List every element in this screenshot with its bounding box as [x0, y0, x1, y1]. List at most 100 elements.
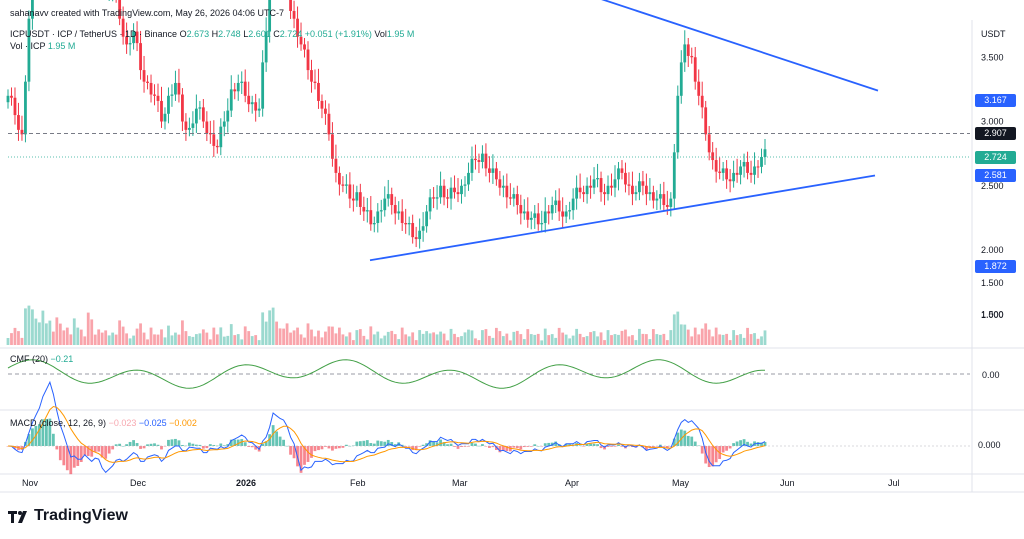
- macd-histogram-bar: [107, 446, 111, 454]
- macd-histogram-bar: [243, 442, 247, 446]
- macd-histogram-bar: [456, 446, 460, 449]
- symbol-title: ICPUSDT · ICP / TetherUS · 1D · Binance: [10, 29, 178, 39]
- macd-histogram-bar: [644, 446, 648, 450]
- macd-histogram-bar: [760, 442, 763, 446]
- volume-bar: [111, 332, 115, 345]
- macd-histogram-bar: [390, 442, 394, 446]
- candle-body: [313, 81, 317, 83]
- macd-histogram-bar: [278, 436, 282, 446]
- volume-bar: [226, 335, 230, 345]
- macd-histogram-bar: [153, 443, 156, 446]
- macd-histogram-bar: [515, 446, 519, 449]
- volume-bar: [10, 333, 13, 345]
- symbol-legend: ICPUSDT · ICP / TetherUS · 1D · Binance …: [10, 29, 414, 39]
- macd-histogram-bar: [48, 418, 52, 446]
- volume-bar: [439, 331, 442, 345]
- candle-body: [240, 81, 244, 83]
- volume-bar: [484, 329, 488, 345]
- volume-bar: [177, 334, 181, 345]
- candle-body: [397, 211, 401, 214]
- macd-histogram-bar: [121, 445, 125, 447]
- chart-grid: [0, 20, 1024, 493]
- volume-bar: [627, 336, 631, 345]
- volume-bar: [327, 326, 331, 345]
- price-tick-label: 2.000: [981, 245, 1004, 255]
- time-tick-label: Apr: [565, 478, 579, 488]
- macd-line-value: −0.025: [138, 418, 167, 428]
- candle-body: [299, 36, 303, 45]
- candle-body: [338, 172, 341, 185]
- volume-bar: [592, 331, 596, 345]
- volume-bar: [268, 310, 272, 345]
- candle-body: [128, 43, 132, 45]
- candle-body: [756, 166, 760, 168]
- macd-histogram-bar: [589, 443, 592, 446]
- macd-histogram-bar: [191, 443, 195, 446]
- volume-bar: [467, 329, 470, 345]
- macd-signal-line: [7, 405, 766, 463]
- macd-histogram-bar: [421, 444, 425, 446]
- volume-layer: [6, 305, 767, 345]
- macd-histogram-bar: [55, 446, 59, 450]
- volume-bar: [610, 335, 613, 345]
- volume-bar: [236, 334, 240, 345]
- volume-bar: [714, 327, 718, 345]
- macd-histogram-bar: [177, 440, 181, 446]
- time-tick-label: Jul: [888, 478, 900, 488]
- candle-body: [146, 81, 149, 83]
- macd-histogram-bar: [446, 444, 449, 446]
- ohlc-close-label: C: [273, 29, 280, 39]
- candle-body: [303, 44, 306, 50]
- volume-bar: [481, 330, 484, 345]
- macd-histogram-bar: [418, 446, 422, 447]
- macd-histogram-bar: [526, 446, 530, 447]
- macd-histogram-bar: [250, 446, 254, 448]
- volume-bar: [679, 324, 683, 345]
- volume-bar: [446, 340, 449, 345]
- volume-bar: [390, 330, 394, 345]
- volume-bar: [160, 329, 163, 345]
- volume-bar: [711, 336, 715, 345]
- candle-body: [543, 211, 547, 224]
- candle-body: [414, 237, 418, 240]
- macd-histogram-bar: [603, 446, 606, 450]
- volume-bar: [205, 332, 209, 345]
- price-change: +0.051 (+1.91%): [304, 29, 372, 39]
- macd-histogram-bar: [383, 441, 387, 446]
- candle-body: [460, 185, 463, 195]
- macd-histogram-bar: [358, 441, 362, 446]
- volume-bar: [721, 334, 725, 345]
- volume-bar: [505, 333, 509, 345]
- time-tick-label: 2026: [236, 478, 256, 488]
- volume-bar: [578, 333, 582, 345]
- volume-bar: [271, 307, 275, 345]
- volume-bar: [669, 330, 673, 345]
- volume-bar: [683, 324, 687, 345]
- volume-bar: [589, 332, 592, 345]
- macd-histogram-bar: [135, 443, 139, 446]
- volume-bar: [568, 338, 572, 345]
- volume-bar: [174, 332, 177, 345]
- cmf-label: CMF (20): [10, 354, 48, 364]
- candle-body: [501, 185, 505, 188]
- volume-bar: [13, 327, 17, 345]
- candle-body: [620, 168, 624, 173]
- volume-bar: [596, 336, 599, 345]
- macd-histogram-bar: [432, 441, 435, 446]
- candle-body: [188, 127, 191, 130]
- candle-body: [383, 198, 387, 211]
- volume-bar: [557, 327, 561, 345]
- macd-histogram-bar: [97, 446, 101, 452]
- macd-histogram-bar: [700, 446, 704, 454]
- macd-histogram-bar: [20, 446, 24, 450]
- candle-body: [358, 192, 362, 207]
- volume-bar: [142, 332, 146, 345]
- volume-bar: [86, 312, 90, 345]
- volume-bar: [72, 318, 76, 345]
- macd-histogram-bar: [470, 442, 474, 446]
- candle-body: [536, 213, 540, 225]
- candle-body: [676, 95, 680, 153]
- candle-body: [296, 18, 299, 37]
- candle-body: [641, 181, 645, 186]
